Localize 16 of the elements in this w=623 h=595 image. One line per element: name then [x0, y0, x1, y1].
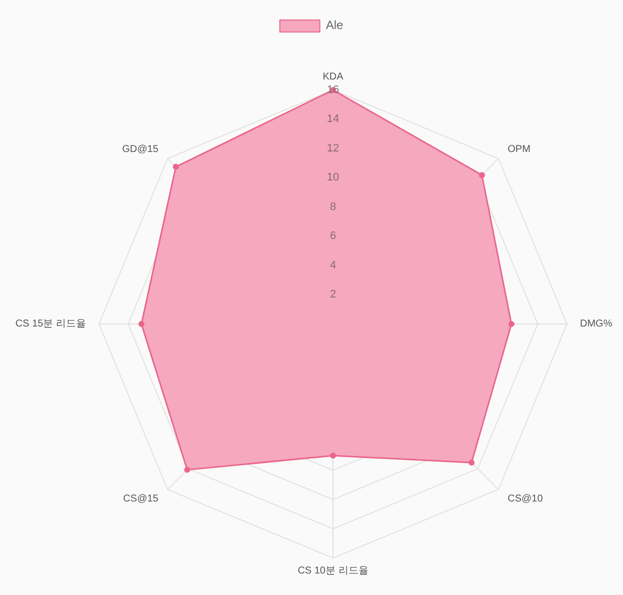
spoke-label: CS@15 [123, 493, 159, 504]
spoke-label: CS 10분 리드율 [298, 566, 368, 577]
y-tick-label: 4 [330, 259, 336, 272]
legend-label: Ale [326, 18, 344, 32]
spoke-label: DMG% [580, 318, 612, 330]
y-tick-label: 12 [326, 142, 340, 154]
spoke-label: KDA [322, 72, 344, 83]
spoke-label: GD@15 [122, 144, 159, 155]
spoke-label: CS@10 [508, 493, 544, 504]
spoke-label: OPM [508, 144, 530, 155]
spoke-label: CS 15분 리드율 [15, 318, 86, 330]
y-tick-label: 14 [326, 113, 340, 126]
y-tick-label: 8 [330, 200, 336, 213]
y-tick-label: 2 [330, 288, 336, 301]
y-tick-label: 6 [330, 230, 336, 242]
y-tick-label: 10 [326, 172, 340, 184]
